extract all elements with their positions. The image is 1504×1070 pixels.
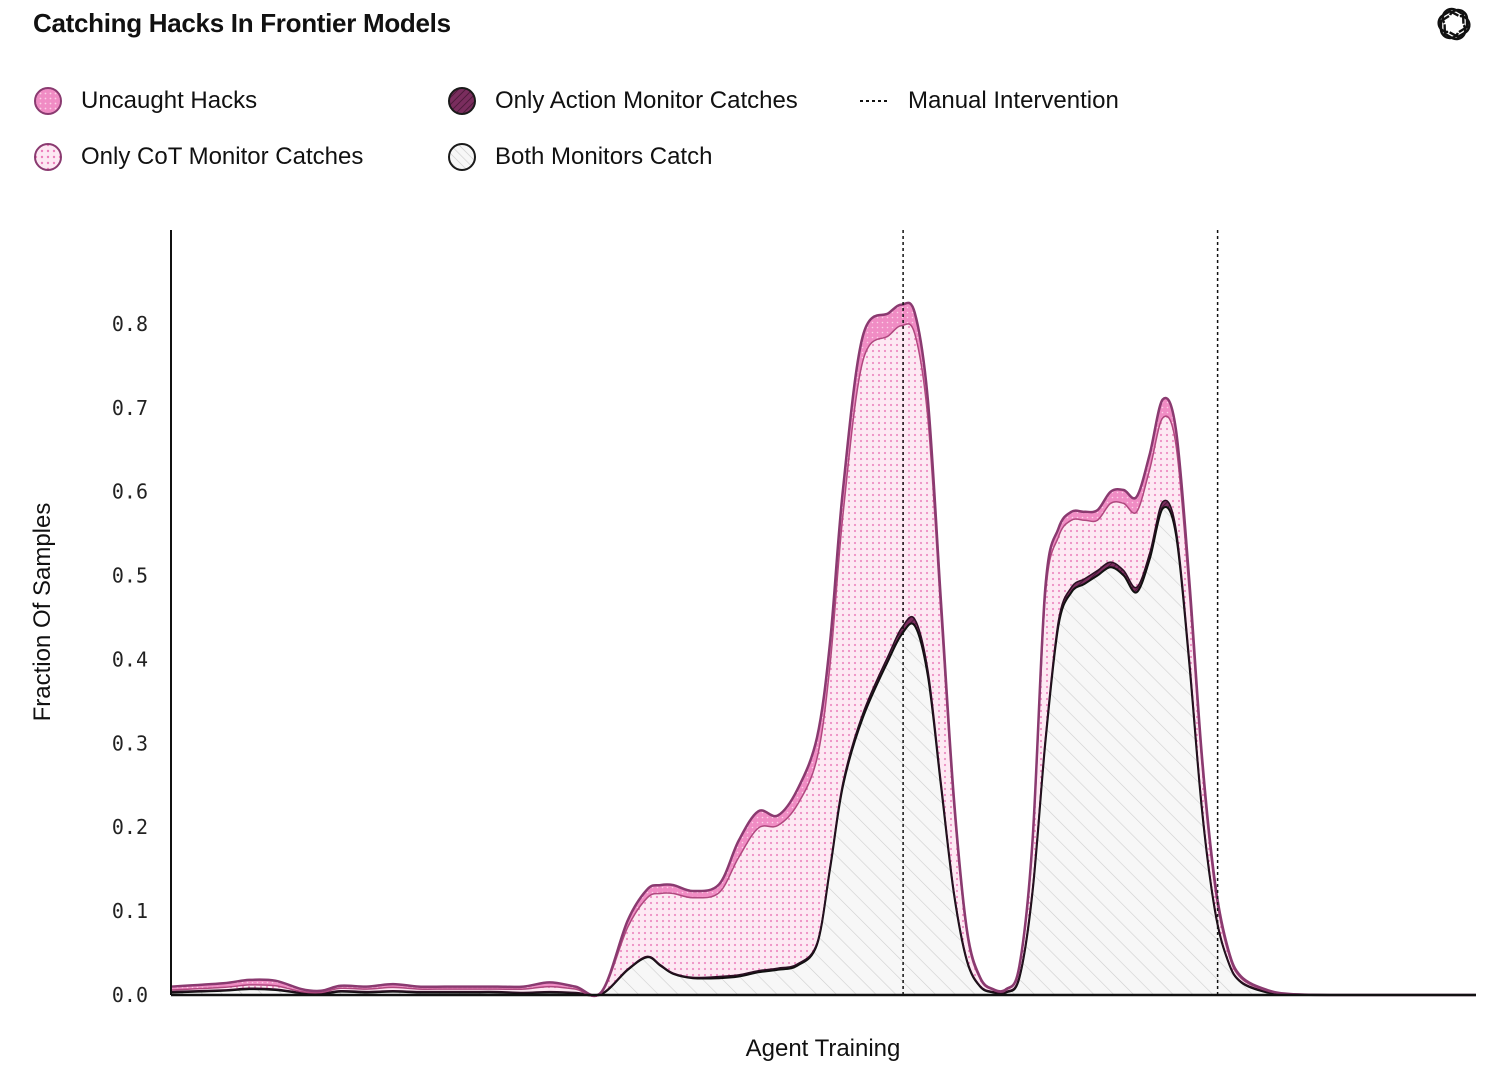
only-action-outline [170, 499, 1476, 996]
x-axis-title: Agent Training [746, 1035, 901, 1062]
only-action-swatch-icon [448, 87, 476, 115]
area-only-cot [171, 323, 1476, 997]
chart-title: Catching Hacks In Frontier Models [33, 8, 451, 38]
only-cot-outline [170, 323, 1476, 998]
y-tick-label: 0.8 [112, 312, 148, 336]
chart-areas [170, 301, 1476, 998]
legend-label: Both Monitors Catch [495, 143, 713, 170]
y-tick-label: 0.2 [112, 815, 148, 839]
chart-legend: Uncaught Hacks Only CoT Monitor Catches … [33, 86, 1233, 186]
legend-label: Manual Intervention [908, 87, 1119, 114]
legend-item-both-monitors: Both Monitors Catch [447, 142, 712, 172]
legend-item-only-cot: Only CoT Monitor Catches [33, 142, 363, 172]
both-monitors-swatch-icon [448, 143, 476, 171]
chart-axes: 0.0 0.1 0.2 0.3 0.4 0.5 0.6 0.7 0.8 [112, 230, 1476, 1007]
y-tick-label: 0.1 [112, 899, 148, 923]
y-tick-label: 0.0 [112, 983, 148, 1007]
legend-label: Only Action Monitor Catches [495, 87, 798, 114]
area-both-monitors [171, 506, 1476, 996]
legend-item-uncaught-hacks: Uncaught Hacks [33, 86, 257, 116]
only-cot-swatch-icon [34, 143, 62, 171]
y-tick-label: 0.6 [112, 480, 148, 504]
legend-item-only-action: Only Action Monitor Catches [447, 86, 798, 116]
legend-label: Only CoT Monitor Catches [81, 143, 364, 170]
legend-item-manual-intervention: Manual Intervention [860, 86, 1119, 116]
y-tick-label: 0.4 [112, 647, 148, 671]
uncaught-hacks-outline [170, 301, 1476, 997]
manual-intervention-lines [902, 230, 1219, 995]
y-tick-label: 0.7 [112, 396, 148, 420]
openai-logo-icon [1437, 7, 1471, 41]
legend-label: Uncaught Hacks [81, 87, 258, 114]
y-tick-label: 0.3 [112, 731, 148, 755]
y-tick-label: 0.5 [112, 564, 148, 588]
uncaught-hacks-swatch-icon [34, 87, 62, 115]
dotted-line-swatch-icon [860, 100, 890, 102]
y-axis-title: Fraction Of Samples [29, 503, 56, 722]
